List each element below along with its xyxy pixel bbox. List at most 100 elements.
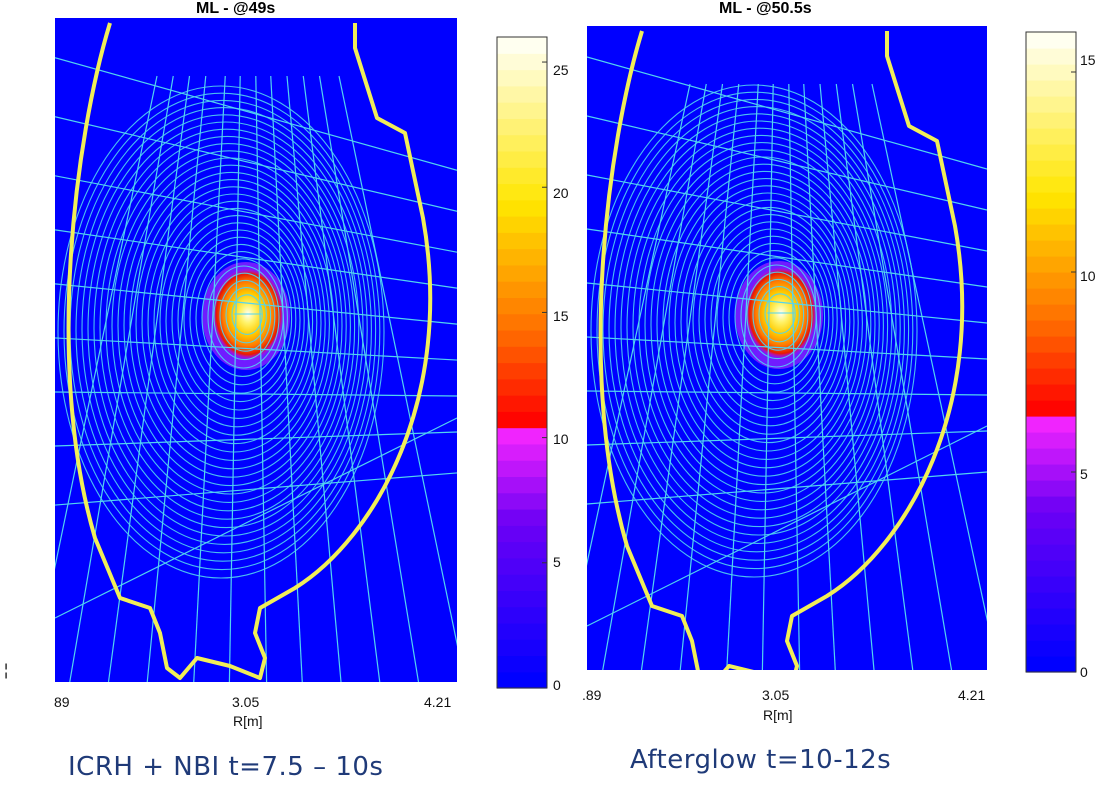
- left-colorbar-swatch: [497, 606, 547, 624]
- left-colorbar-swatch: [497, 574, 547, 591]
- left-flux-contour: [87, 121, 364, 537]
- left-flux-contour: [147, 193, 322, 453]
- right-flux-contour: [680, 192, 855, 452]
- right-vertical-chord: [587, 83, 691, 566]
- left-horizontal-chord: [55, 229, 457, 289]
- left-colorbar-swatch: [497, 167, 547, 185]
- left-colorbar-swatch: [497, 525, 547, 543]
- right-colorbar-swatch: [1026, 176, 1076, 193]
- left-horizontal-chord: [55, 337, 457, 361]
- right-flux-contour: [596, 91, 914, 570]
- left-flux-surfaces: [57, 85, 385, 579]
- left-colorbar-swatch: [497, 655, 547, 673]
- left-colorbar: [496, 36, 548, 689]
- right-colorbar-swatch: [1026, 656, 1076, 673]
- left-colorbar-swatch: [497, 281, 547, 298]
- edge-artifact-mark: ¦: [4, 662, 9, 679]
- left-flux-contour: [99, 135, 356, 520]
- left-horizontal-chord: [55, 57, 457, 171]
- left-flux-contour: [63, 92, 381, 571]
- left-x-axis-label: R[m]: [233, 713, 263, 729]
- left-vertical-chord: [318, 75, 420, 682]
- left-colorbar-swatch: [497, 199, 547, 217]
- right-colorbar-swatch: [1026, 128, 1076, 145]
- left-colorbar-swatch: [497, 639, 547, 657]
- left-plot-title: ML - @49s: [196, 0, 276, 17]
- right-horizontal-chord: [587, 115, 987, 211]
- right-flux-contour: [620, 120, 897, 536]
- right-colorbar-swatch: [1026, 560, 1076, 577]
- right-colorbar-swatch: [1026, 320, 1076, 337]
- left-colorbar-tick: 10: [553, 431, 569, 447]
- right-colorbar-swatch: [1026, 464, 1076, 481]
- left-vertical-chord: [255, 75, 268, 682]
- right-horizontal-chord: [587, 425, 987, 627]
- right-horizontal-chord: [587, 430, 987, 446]
- left-flux-contour: [231, 294, 263, 335]
- right-colorbar-swatch: [1026, 208, 1076, 225]
- right-colorbar-swatch: [1026, 576, 1076, 593]
- left-colorbar-tick: 15: [553, 308, 569, 324]
- right-plot-area: [587, 26, 987, 670]
- right-flux-contour: [758, 286, 800, 343]
- right-colorbar-swatch: [1026, 640, 1076, 657]
- left-colorbar-swatch: [497, 232, 547, 250]
- left-vertical-chord: [286, 75, 342, 682]
- right-colorbar-swatch: [1026, 336, 1076, 353]
- right-colorbar: [1025, 31, 1077, 673]
- right-colorbar-swatch: [1026, 144, 1076, 161]
- right-colorbar-tick: 10: [1080, 268, 1096, 284]
- right-flux-contour: [614, 113, 901, 544]
- right-x-tick-mid: 3.05: [762, 687, 790, 703]
- right-flux-contour: [740, 264, 813, 368]
- left-flux-contour: [81, 114, 368, 545]
- right-colorbar-swatch: [1026, 496, 1076, 513]
- left-x-tick-min: 89: [54, 694, 70, 710]
- left-flux-contour: [153, 200, 318, 445]
- left-flux-contour: [93, 128, 360, 529]
- right-horizontal-chord: [587, 228, 987, 288]
- left-flux-contour: [159, 207, 314, 436]
- right-colorbar-swatch: [1026, 192, 1076, 209]
- left-colorbar-swatch: [497, 395, 547, 412]
- left-colorbar-swatch: [497, 622, 547, 640]
- left-colorbar-swatch: [497, 134, 547, 152]
- right-vertical-chord: [788, 83, 801, 670]
- left-vertical-chord: [55, 75, 158, 570]
- left-colorbar-swatch: [497, 69, 547, 87]
- right-flux-contour: [662, 170, 868, 477]
- right-colorbar-frame: [1025, 31, 1077, 673]
- left-x-tick-max: 4.21: [424, 694, 452, 710]
- right-vertical-chord: [726, 83, 759, 670]
- left-vertical-chord: [270, 75, 303, 682]
- left-colorbar-tick: 5: [553, 554, 561, 570]
- right-flux-contour: [638, 142, 884, 511]
- right-colorbar-swatch: [1026, 240, 1076, 257]
- right-colorbar-swatch: [1026, 160, 1076, 177]
- left-vessel-boundary: [66, 22, 433, 680]
- right-flux-contour: [722, 242, 826, 393]
- left-colorbar-swatch: [497, 590, 547, 608]
- right-colorbar-swatch: [1026, 448, 1076, 465]
- left-horizontal-chord: [55, 116, 457, 212]
- left-colorbar-swatch: [497, 297, 547, 315]
- left-colorbar-swatch: [497, 150, 547, 168]
- left-colorbar-swatch: [497, 85, 547, 103]
- left-colorbar-swatch: [497, 541, 547, 559]
- right-flux-contour: [644, 149, 880, 502]
- left-caption: ICRH + NBI t=7.5 – 10s: [68, 752, 384, 782]
- right-flux-contour: [764, 293, 796, 334]
- right-flux-contour: [710, 228, 834, 410]
- right-colorbar-swatch: [1026, 512, 1076, 529]
- right-x-tick-max: 4.21: [958, 687, 986, 703]
- left-horizontal-chord: [55, 175, 457, 253]
- left-flux-contour: [123, 164, 339, 487]
- left-vertical-chord: [228, 75, 241, 682]
- right-vertical-chord: [640, 83, 724, 670]
- right-vertical-chord: [819, 83, 875, 670]
- left-colorbar-swatch: [497, 216, 547, 233]
- right-colorbar-swatch: [1026, 64, 1076, 81]
- right-colorbar-swatch: [1026, 80, 1076, 97]
- right-horizontal-chord: [587, 471, 987, 505]
